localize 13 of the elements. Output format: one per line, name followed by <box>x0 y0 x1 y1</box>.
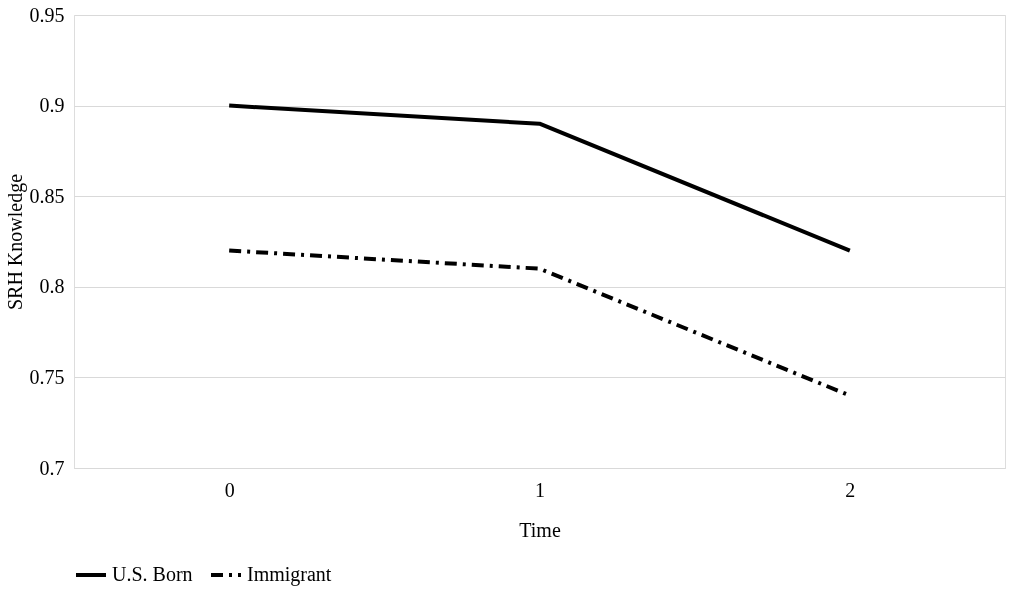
y-tick-label: 0.95 <box>29 3 65 26</box>
legend-label: U.S. Born <box>112 563 193 585</box>
y-tick-label: 0.85 <box>29 184 65 207</box>
y-tick-label: 0.8 <box>39 275 65 298</box>
y-tick-label: 0.7 <box>39 456 65 479</box>
y-tick-label: 0.75 <box>29 365 65 388</box>
x-tick-label: 1 <box>535 478 545 501</box>
y-axis-title: SRH Knowledge <box>3 173 27 311</box>
x-tick-label: 0 <box>224 478 235 501</box>
x-tick-label: 2 <box>845 478 856 501</box>
x-axis-title: Time <box>519 518 561 541</box>
y-tick-label: 0.9 <box>39 94 65 117</box>
legend-label: Immigrant <box>247 563 332 586</box>
